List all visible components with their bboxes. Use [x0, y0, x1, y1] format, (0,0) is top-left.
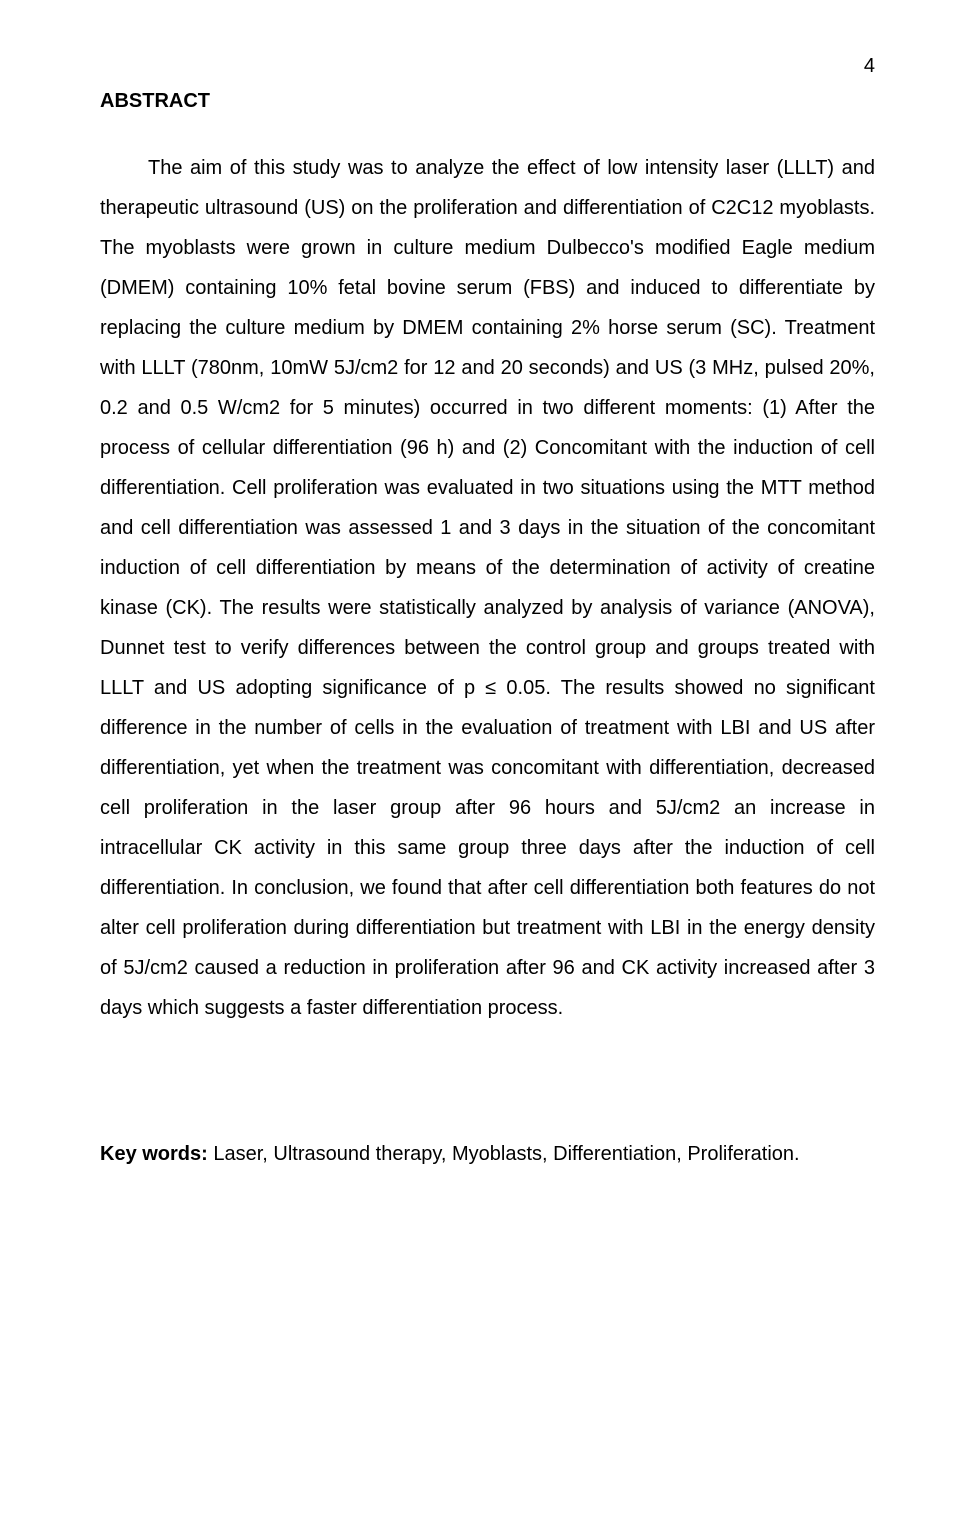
keywords-text: Laser, Ultrasound therapy, Myoblasts, Di… — [208, 1143, 800, 1165]
keywords-label: Key words: — [100, 1143, 208, 1165]
abstract-heading: ABSTRACT — [100, 90, 875, 113]
page-number: 4 — [864, 55, 875, 78]
abstract-body: The aim of this study was to analyze the… — [100, 148, 875, 1028]
keywords-line: Key words: Laser, Ultrasound therapy, My… — [100, 1143, 875, 1166]
